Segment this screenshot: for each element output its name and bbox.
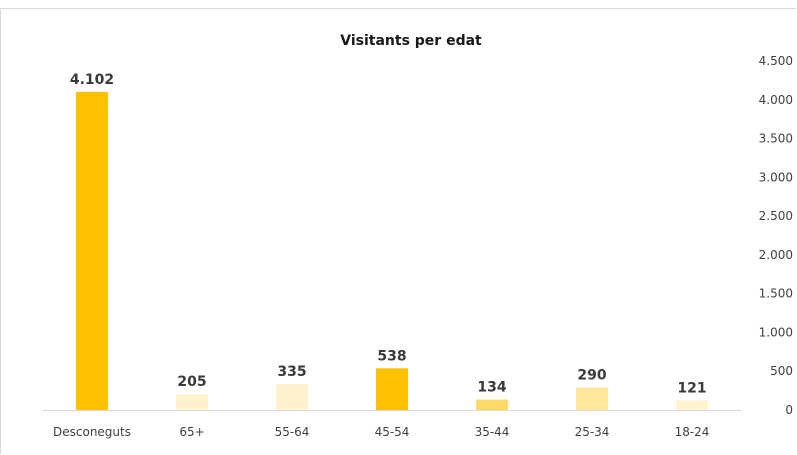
y-tick-label: 3.000 — [759, 170, 793, 184]
bar-35-44 — [476, 400, 508, 410]
x-tick-label: Desconeguts — [53, 425, 131, 439]
data-label: 335 — [277, 364, 306, 380]
bar-65+ — [176, 394, 208, 410]
data-label: 538 — [377, 348, 406, 364]
y-tick-label: 1.000 — [759, 325, 793, 339]
data-label: 121 — [677, 381, 706, 397]
y-tick-label: 4.000 — [759, 93, 793, 107]
chart-title: Visitants per edat — [340, 33, 482, 49]
y-tick-label: 0 — [785, 403, 793, 417]
data-label: 205 — [177, 374, 206, 390]
bar-55-64 — [276, 384, 308, 410]
y-tick-label: 2.000 — [759, 248, 793, 262]
bar-Desconeguts — [76, 92, 108, 410]
x-tick-label: 18-24 — [675, 425, 710, 439]
data-label: 134 — [477, 380, 506, 396]
x-tick-label: 65+ — [179, 425, 204, 439]
y-tick-label: 3.500 — [759, 132, 793, 146]
bar-45-54 — [376, 368, 408, 410]
x-tick-label: 35-44 — [475, 425, 510, 439]
x-tick-label: 25-34 — [575, 425, 610, 439]
bar-25-34 — [576, 388, 608, 410]
bar-18-24 — [676, 401, 708, 410]
y-tick-label: 500 — [770, 364, 793, 378]
y-tick-label: 4.500 — [759, 54, 793, 68]
y-tick-label: 2.500 — [759, 209, 793, 223]
y-tick-label: 1.500 — [759, 287, 793, 301]
data-label: 4.102 — [70, 72, 114, 88]
data-label: 290 — [577, 368, 606, 384]
x-tick-label: 45-54 — [375, 425, 410, 439]
x-tick-label: 55-64 — [275, 425, 310, 439]
